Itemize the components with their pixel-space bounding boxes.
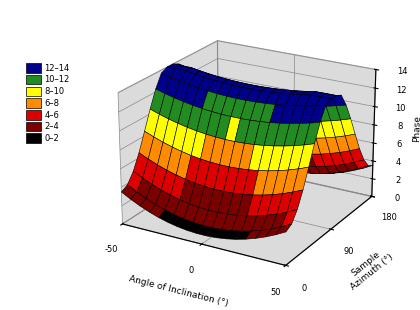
Legend: 12–14, 10–12, 8–10, 6–8, 4–6, 2–4, 0–2: 12–14, 10–12, 8–10, 6–8, 4–6, 2–4, 0–2 xyxy=(25,62,70,144)
X-axis label: Angle of Inclination (°): Angle of Inclination (°) xyxy=(128,274,229,308)
Y-axis label: Sample
Azimuth (°): Sample Azimuth (°) xyxy=(343,244,395,292)
